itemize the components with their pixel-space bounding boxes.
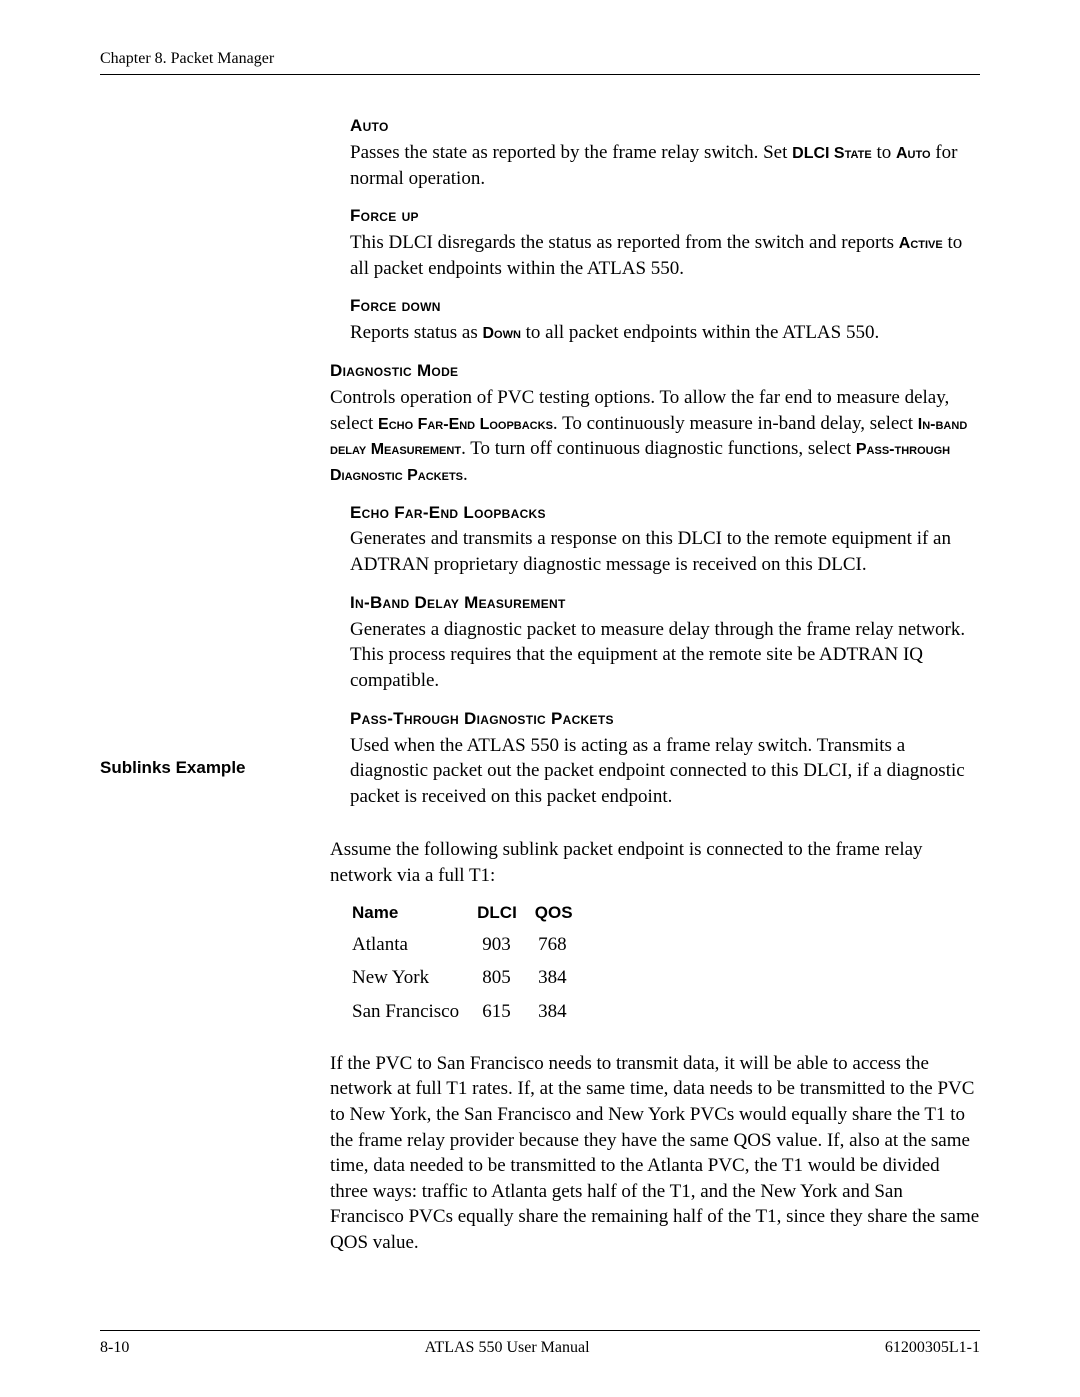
para-inband: Generates a diagnostic packet to measure…	[350, 617, 980, 694]
body-content: Auto Passes the state as reported by the…	[330, 115, 980, 809]
side-heading-sublinks: Sublinks Example	[100, 758, 246, 778]
col-qos: QOS	[535, 899, 591, 928]
para-echo: Generates and transmits a response on th…	[350, 526, 980, 577]
heading-force-up: Force up	[350, 205, 980, 228]
cell-name: Atlanta	[352, 928, 477, 962]
sublinks-explain: If the PVC to San Francisco needs to tra…	[330, 1051, 980, 1256]
col-name: Name	[352, 899, 477, 928]
sublinks-intro: Assume the following sublink packet endp…	[330, 837, 980, 888]
section-inband: In-Band Delay Measurement Generates a di…	[350, 592, 980, 694]
col-dlci: DLCI	[477, 899, 535, 928]
cell-name: San Francisco	[352, 995, 477, 1029]
section-echo: Echo Far-End Loopbacks Generates and tra…	[350, 502, 980, 578]
para-auto: Passes the state as reported by the fram…	[350, 140, 980, 191]
heading-passthru: Pass-Through Diagnostic Packets	[350, 708, 980, 731]
table-row: Atlanta 903 768	[352, 928, 591, 962]
heading-inband: In-Band Delay Measurement	[350, 592, 980, 615]
para-force-up: This DLCI disregards the status as repor…	[350, 230, 980, 281]
cell-dlci: 805	[477, 961, 535, 995]
cell-name: New York	[352, 961, 477, 995]
cell-qos: 384	[535, 995, 591, 1029]
section-auto: Auto Passes the state as reported by the…	[350, 115, 980, 191]
cell-qos: 384	[535, 961, 591, 995]
sublinks-section: Assume the following sublink packet endp…	[330, 837, 980, 1255]
para-diagnostic-mode: Controls operation of PVC testing option…	[330, 385, 980, 488]
cell-qos: 768	[535, 928, 591, 962]
page-footer: 8-10 ATLAS 550 User Manual 61200305L1-1	[100, 1310, 980, 1357]
heading-echo: Echo Far-End Loopbacks	[350, 502, 980, 525]
section-force-down: Force down Reports status as Down to all…	[350, 295, 980, 346]
heading-auto: Auto	[350, 115, 980, 138]
table-row: New York 805 384	[352, 961, 591, 995]
page-header: Chapter 8. Packet Manager	[100, 50, 980, 68]
cell-dlci: 903	[477, 928, 535, 962]
table-header-row: Name DLCI QOS	[352, 899, 591, 928]
footer-rule	[100, 1330, 980, 1331]
header-rule	[100, 74, 980, 75]
footer-right: 61200305L1-1	[885, 1339, 980, 1357]
para-force-down: Reports status as Down to all packet end…	[350, 320, 980, 346]
para-passthru: Used when the ATLAS 550 is acting as a f…	[350, 733, 980, 810]
footer-center: ATLAS 550 User Manual	[425, 1339, 590, 1357]
sublinks-table: Name DLCI QOS Atlanta 903 768 New York 8…	[352, 899, 591, 1029]
cell-dlci: 615	[477, 995, 535, 1029]
heading-diagnostic-mode: Diagnostic Mode	[330, 360, 980, 383]
footer-left: 8-10	[100, 1339, 129, 1357]
page: Chapter 8. Packet Manager Auto Passes th…	[0, 0, 1080, 1397]
section-passthru: Pass-Through Diagnostic Packets Used whe…	[350, 708, 980, 810]
header-left: Chapter 8. Packet Manager	[100, 50, 274, 68]
section-diagnostic-mode: Diagnostic Mode Controls operation of PV…	[330, 360, 980, 488]
table-row: San Francisco 615 384	[352, 995, 591, 1029]
section-force-up: Force up This DLCI disregards the status…	[350, 205, 980, 281]
heading-force-down: Force down	[350, 295, 980, 318]
